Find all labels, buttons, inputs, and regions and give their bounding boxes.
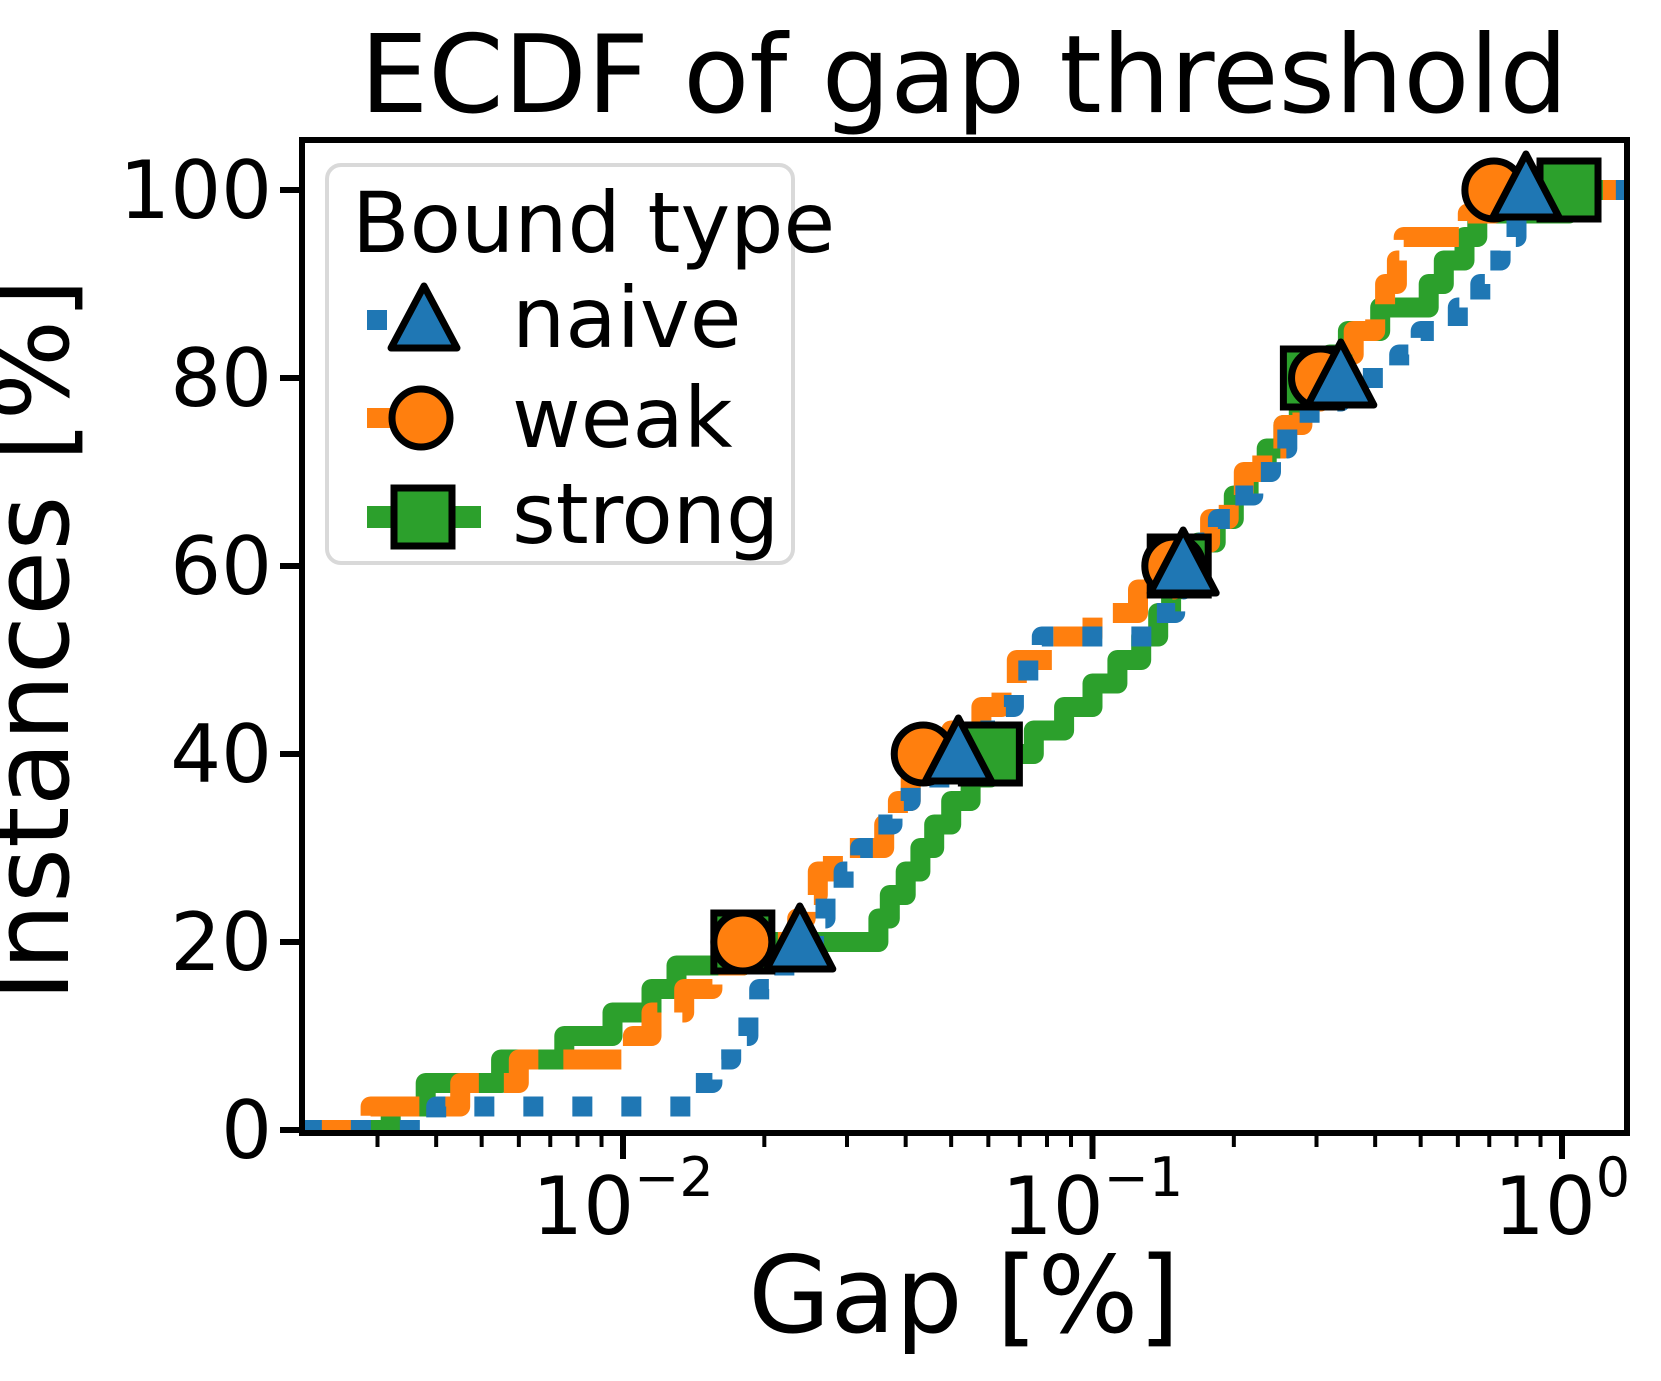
strong-square-icon bbox=[390, 484, 456, 550]
legend-label-strong: strong bbox=[512, 465, 779, 563]
legend-label-weak: weak bbox=[512, 369, 733, 467]
weak-marker-20 bbox=[710, 909, 776, 975]
legend-entry-strong: strong bbox=[367, 465, 779, 563]
legend-entry-weak: weak bbox=[367, 369, 733, 467]
naive-marker-60 bbox=[1146, 526, 1220, 597]
y-axis-label: Instances [%] bbox=[0, 278, 93, 1001]
x-tick-label-0.01: 10−2 bbox=[532, 1146, 713, 1253]
x-axis-label: Gap [%] bbox=[748, 1234, 1180, 1357]
naive-marker-100 bbox=[1489, 150, 1563, 221]
legend-frame bbox=[325, 163, 795, 565]
naive-marker-20 bbox=[763, 902, 837, 973]
x-tick-label-0.1: 10−1 bbox=[1002, 1146, 1183, 1253]
weak-circle-icon bbox=[388, 385, 454, 451]
y-tick-label-60: 60 bbox=[170, 520, 272, 613]
x-tick-label-1: 100 bbox=[1494, 1146, 1630, 1253]
quantile-markers bbox=[710, 150, 1602, 975]
y-tick-label-40: 40 bbox=[170, 708, 272, 801]
y-tick-label-80: 80 bbox=[170, 332, 272, 425]
y-tick-label-20: 20 bbox=[170, 896, 272, 989]
legend-entry-naive: naive bbox=[367, 269, 741, 367]
legend: Bound type naive weak strong bbox=[325, 163, 835, 565]
plot-border bbox=[299, 137, 1630, 1136]
y-tick-label-100: 100 bbox=[119, 144, 272, 237]
y-tick-label-0: 0 bbox=[221, 1084, 272, 1177]
chart-title: ECDF of gap threshold bbox=[360, 13, 1568, 138]
legend-title: Bound type bbox=[352, 174, 835, 272]
ecdf-curve-weak bbox=[301, 180, 1627, 1136]
naive-marker-40 bbox=[921, 714, 995, 785]
strong-marker-100 bbox=[1536, 157, 1602, 223]
ecdf-curves bbox=[301, 180, 1627, 1136]
legend-label-naive: naive bbox=[512, 269, 741, 367]
naive-marker-80 bbox=[1304, 338, 1378, 409]
naive-triangle-icon bbox=[387, 282, 461, 352]
axes: 0 20 40 60 80 100 10−2 10−1 100 bbox=[119, 137, 1630, 1253]
